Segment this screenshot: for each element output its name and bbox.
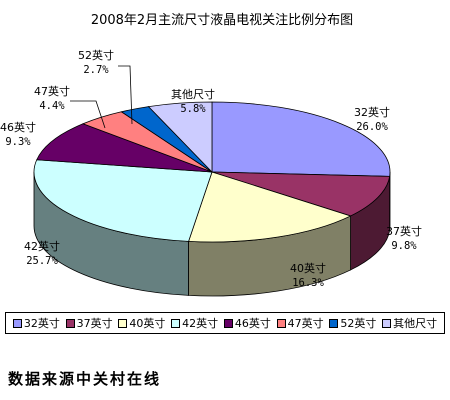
legend-item-1: 37英寸 [65,315,113,331]
legend-item-3: 42英寸 [171,315,218,331]
slice-label-4: 46英寸 [0,120,36,134]
pie-chart: 2008年2月主流尺寸液晶电视关注比例分布图 32英寸 26.0% 37英寸 9.8%… [0,13,422,297]
legend-label-7: 其他尺寸 [393,317,438,330]
pie-slice-0 [211,101,391,177]
pie-top [33,101,391,243]
legend-item-0: 32英寸 [12,315,60,331]
pie-sides [33,171,391,297]
legend-item-7: 其他尺寸 [382,315,437,331]
chart-frame: 2008年2月主流尺寸液晶电视关注比例分布图 32英寸 26.0% 37英寸 9.8%… [0,13,445,334]
legend-swatch-3 [171,318,181,328]
source-note: 数据来源中关村在线 [8,370,162,388]
legend-label-6: 52英寸 [340,317,377,330]
slice-value-6: 2.7% [83,64,109,76]
legend-label-0: 32英寸 [23,317,60,330]
slice-label-5: 47英寸 [34,84,70,98]
legend-swatch-4 [223,318,233,328]
pie-slice-1 [211,171,391,217]
slice-value-5: 4.4% [39,100,65,112]
slice-value-2: 16.3% [292,277,324,289]
legend-item-6: 52英寸 [329,315,376,331]
slice-label-2: 40英寸 [290,261,326,275]
legend-swatch-2 [118,318,128,328]
pie-slice-4 [36,123,213,173]
slice-labels: 32英寸 26.0% 37英寸 9.8% 40英寸 16.3% 42英寸 25.7% 46英寸 9… [0,48,422,289]
legend-label-5: 47英寸 [287,317,324,330]
slice-value-3: 25.7% [26,255,58,267]
slice-label-3: 42英寸 [24,239,60,253]
slice-label-1: 37英寸 [386,224,422,238]
slice-label-7: 其他尺寸 [171,87,215,101]
slice-label-6: 52英寸 [78,48,114,62]
slice-label-0: 32英寸 [354,105,390,119]
legend-item-2: 40英寸 [118,315,165,331]
slice-value-1: 9.8% [391,240,417,252]
leader-lines [70,65,133,129]
legend-item-4: 46英寸 [223,315,271,331]
legend-label-4: 46英寸 [234,317,271,330]
legend-label-3: 42英寸 [182,317,219,330]
legend-swatch-6 [329,318,339,328]
leader-line-6 [118,65,133,125]
slice-value-0: 26.0% [356,121,388,133]
legend-label-1: 37英寸 [76,317,113,330]
legend-item-5: 47英寸 [276,315,324,331]
pie-slice-2 [188,171,352,243]
pie-slice-3 [33,159,213,242]
slice-value-4: 9.3% [5,136,31,148]
pie-slice-7 [147,101,213,173]
legend-swatch-1 [65,318,75,328]
legend-swatch-7 [382,318,392,328]
legend-label-2: 40英寸 [129,317,166,330]
chart-title: 2008年2月主流尺寸液晶电视关注比例分布图 [91,13,353,28]
legend-swatch-0 [12,318,22,328]
legend: 32英寸 37英寸 40英寸 42英寸 46英寸 47英寸 52英寸 其他尺寸 [5,312,445,334]
legend-swatch-5 [276,318,286,328]
slice-value-7: 5.8% [180,103,206,115]
leader-line-5 [70,100,106,129]
